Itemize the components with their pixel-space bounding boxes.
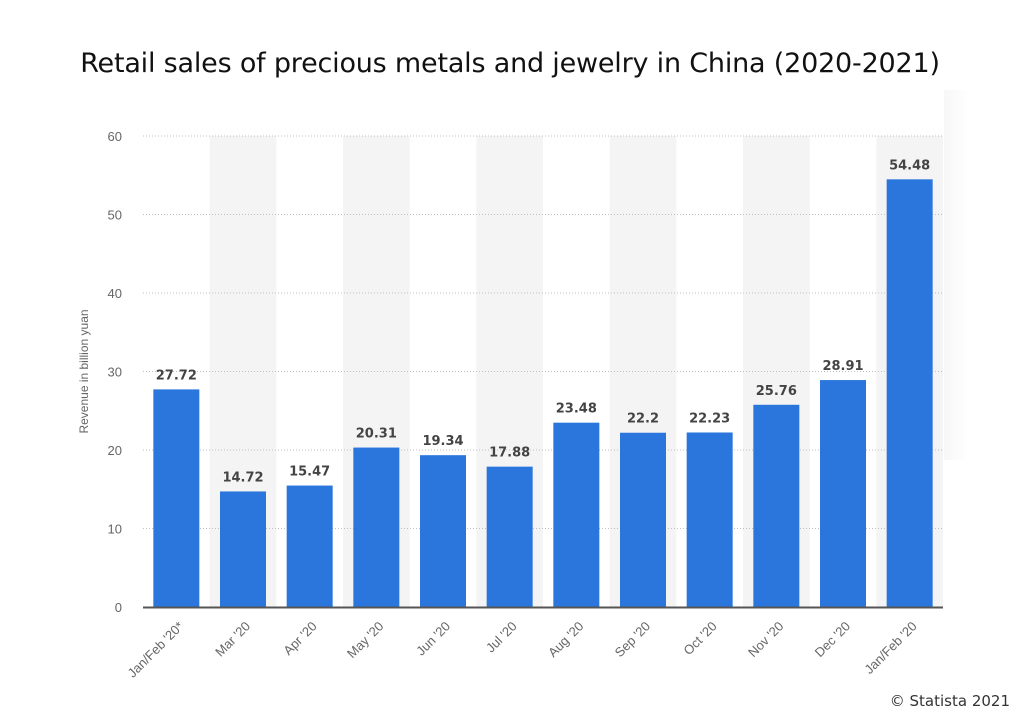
bar <box>286 485 333 607</box>
copyright-notice: © Statista 2021 <box>889 692 1010 710</box>
chart-title: Retail sales of precious metals and jewe… <box>80 48 940 79</box>
bar <box>820 380 866 607</box>
x-tick-label: Jan/Feb '20* <box>125 619 187 681</box>
value-label: 14.72 <box>222 470 263 485</box>
value-label: 19.34 <box>422 434 463 449</box>
side-panel-shadow <box>944 90 970 460</box>
value-label: 54.48 <box>889 158 930 173</box>
y-axis-ticks: 0 10 20 30 40 50 60 <box>108 129 122 615</box>
y-tick-label: 40 <box>108 286 122 301</box>
bar <box>353 447 400 607</box>
x-tick-label: Nov '20 <box>745 619 786 660</box>
x-tick-label: Jul '20 <box>483 619 520 656</box>
y-tick-label: 50 <box>108 208 122 223</box>
bar <box>153 389 200 607</box>
value-labels: 27.72 14.72 15.47 20.31 19.34 17.88 23.48 22.2 2… <box>156 158 930 485</box>
value-label: 25.76 <box>756 384 797 399</box>
x-tick-label: Oct '20 <box>680 619 719 658</box>
value-label: 22.2 <box>627 412 659 427</box>
x-tick-label: Jan/Feb '20 <box>861 619 919 677</box>
y-tick-label: 10 <box>108 522 122 537</box>
value-label: 28.91 <box>822 359 863 374</box>
gridlines <box>143 135 943 529</box>
bar <box>620 432 666 607</box>
x-tick-label: Sep '20 <box>612 619 653 660</box>
bar <box>486 466 533 607</box>
y-axis-label: Revenue in billion yuan <box>77 309 91 433</box>
x-tick-label: Dec '20 <box>812 619 853 660</box>
bar <box>553 422 600 607</box>
y-tick-label: 20 <box>108 443 122 458</box>
x-tick-label: Apr '20 <box>280 619 319 658</box>
x-tick-label: Jun '20 <box>413 619 453 659</box>
x-axis-ticks: Jan/Feb '20* Mar '20 Apr '20 May '20 Jun '20… <box>125 619 920 681</box>
y-tick-label: 60 <box>108 129 122 144</box>
y-tick-label: 30 <box>108 365 122 380</box>
value-label: 15.47 <box>289 465 330 480</box>
bars <box>153 179 933 607</box>
bar <box>420 455 466 607</box>
x-tick-label: Aug '20 <box>545 619 586 660</box>
bar <box>686 432 733 607</box>
bar <box>886 179 933 607</box>
value-label: 20.31 <box>356 427 397 442</box>
value-label: 23.48 <box>556 402 597 417</box>
bar <box>753 404 800 607</box>
value-label: 22.23 <box>689 411 730 426</box>
value-label: 27.72 <box>156 368 197 383</box>
x-tick-label: Mar '20 <box>212 619 253 660</box>
bar <box>220 491 266 607</box>
value-label: 17.88 <box>489 446 530 461</box>
x-tick-label: May '20 <box>344 619 387 662</box>
y-tick-label: 0 <box>115 600 122 615</box>
